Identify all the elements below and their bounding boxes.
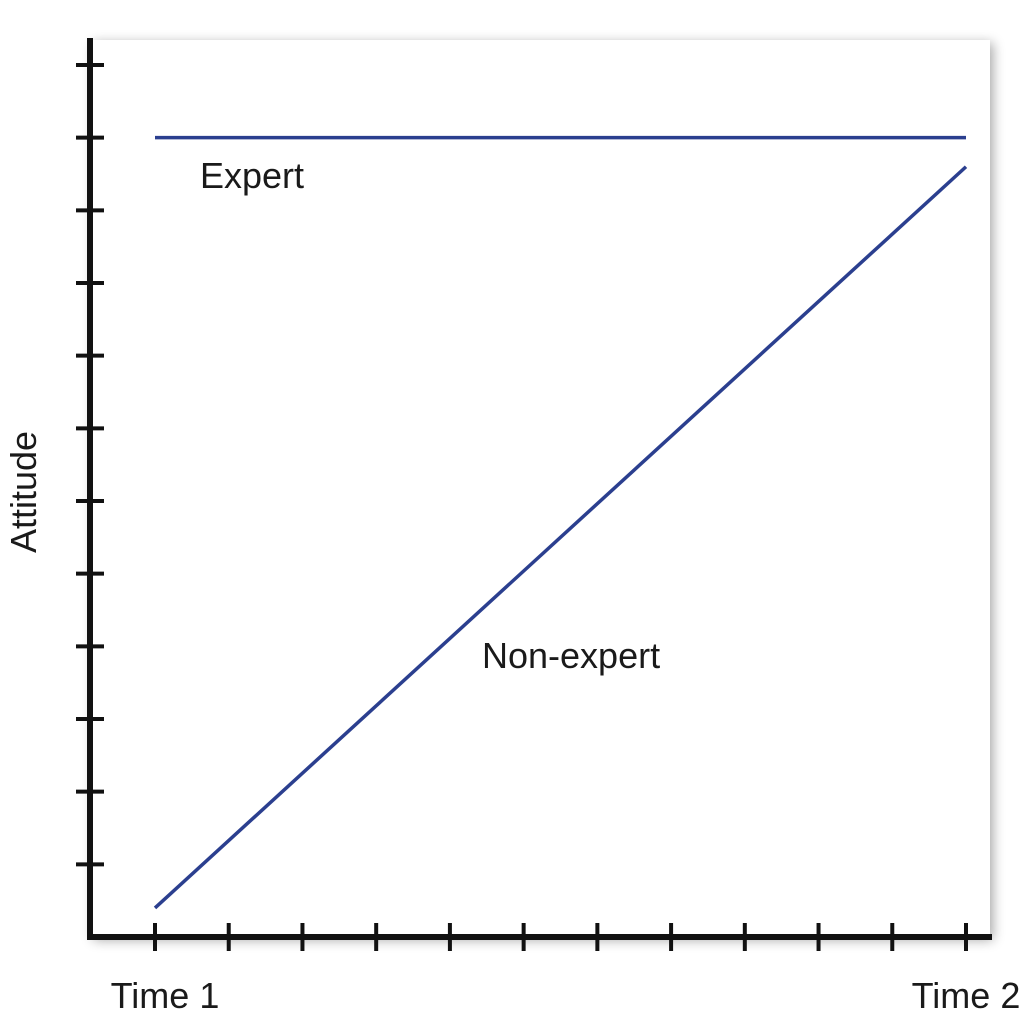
- series-line-non-expert: [153, 165, 968, 910]
- series-lines: [153, 135, 968, 910]
- x-tick-label-time-1: Time 1: [111, 975, 220, 1016]
- x-tick-label-time-2: Time 2: [912, 975, 1021, 1016]
- series-label-expert: Expert: [200, 155, 304, 196]
- y-axis-label: Attitude: [3, 431, 44, 553]
- series-label-non-expert: Non-expert: [482, 635, 660, 676]
- plot-area: [90, 40, 990, 937]
